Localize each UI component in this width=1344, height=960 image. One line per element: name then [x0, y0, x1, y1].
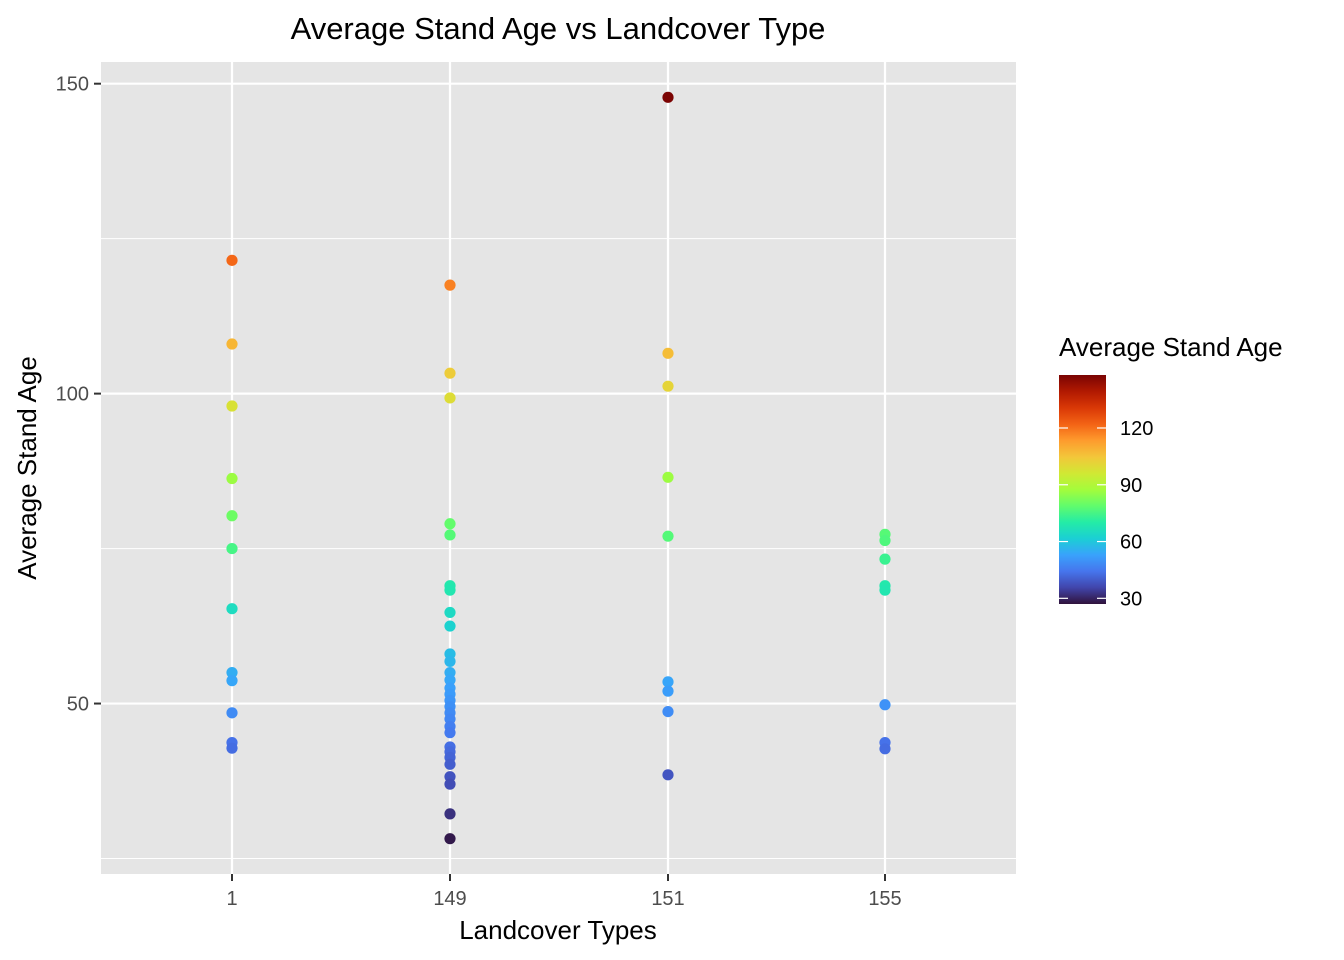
legend-title: Average Stand Age — [1059, 332, 1283, 362]
data-point — [662, 91, 674, 103]
chart-title: Average Stand Age vs Landcover Type — [291, 11, 826, 46]
data-point — [226, 666, 238, 679]
data-point — [662, 530, 674, 542]
data-point — [879, 743, 891, 755]
y-axis-title: Average Stand Age — [12, 356, 42, 580]
legend-tick-label: 30 — [1120, 588, 1142, 610]
x-tick-label: 149 — [433, 888, 466, 910]
data-point — [226, 603, 238, 615]
x-axis: 1 149 151 155 — [226, 874, 902, 910]
data-point — [226, 675, 238, 687]
data-point — [444, 778, 456, 790]
legend-tick-label: 120 — [1120, 418, 1153, 440]
data-point — [879, 534, 891, 547]
data-point — [444, 279, 456, 291]
data-point — [226, 542, 238, 555]
data-point — [662, 706, 674, 718]
color-legend: Average Stand Age 30 60 90 120 — [1059, 332, 1283, 610]
data-point — [444, 620, 456, 632]
minor-gridlines — [101, 238, 1016, 860]
y-axis: 50 100 150 — [56, 74, 101, 716]
data-point — [444, 758, 456, 770]
data-point — [444, 584, 456, 596]
data-point — [662, 769, 674, 781]
data-point — [662, 380, 674, 392]
data-point — [879, 584, 891, 596]
x-tick-label: 151 — [651, 888, 684, 910]
data-point — [226, 707, 238, 719]
data-point — [662, 685, 674, 697]
data-point — [444, 367, 456, 379]
data-point — [444, 392, 456, 404]
x-axis-title: Landcover Types — [459, 915, 657, 945]
legend-colorbar — [1059, 375, 1106, 604]
data-point — [662, 347, 674, 359]
y-tick-label: 100 — [56, 384, 89, 406]
data-point — [444, 655, 456, 667]
data-point — [444, 606, 456, 619]
x-tick-label: 1 — [226, 888, 237, 910]
data-points — [226, 91, 891, 845]
y-tick-label: 50 — [67, 694, 89, 716]
data-point — [444, 833, 456, 845]
data-point — [226, 338, 238, 350]
data-point — [226, 400, 238, 412]
legend-tick-label: 60 — [1120, 532, 1142, 554]
data-point — [226, 510, 238, 522]
data-point — [226, 254, 238, 266]
data-point — [444, 727, 456, 739]
y-tick-label: 150 — [56, 74, 89, 96]
data-point — [444, 529, 456, 541]
legend-tick-label: 90 — [1120, 475, 1142, 497]
data-point — [662, 676, 674, 688]
data-point — [662, 471, 674, 483]
x-tick-label: 155 — [868, 888, 901, 910]
data-point — [444, 518, 456, 530]
data-point — [444, 808, 456, 820]
data-point — [226, 742, 238, 754]
legend-ticks: 30 60 90 120 — [1059, 418, 1153, 610]
data-point — [444, 674, 456, 686]
data-point — [879, 553, 891, 565]
data-point — [879, 699, 891, 711]
plot-panel — [101, 62, 1016, 874]
data-point — [226, 472, 238, 485]
